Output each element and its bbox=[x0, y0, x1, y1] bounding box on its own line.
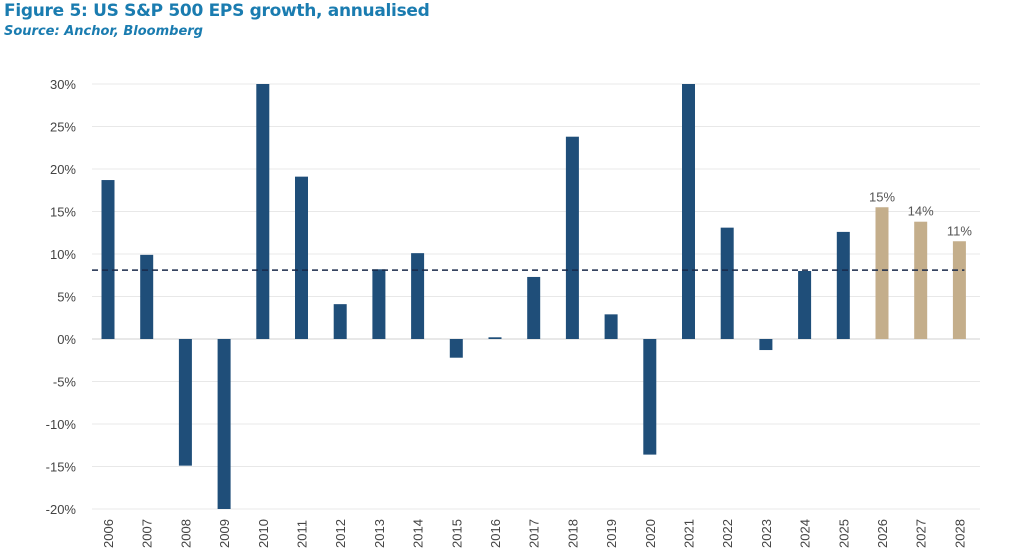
bar-2008 bbox=[178, 339, 192, 466]
bar-2020 bbox=[643, 339, 657, 455]
y-tick-label: 15% bbox=[50, 205, 76, 220]
chart-subtitle: Source: Anchor, Bloomberg bbox=[4, 24, 203, 39]
bar-2011 bbox=[295, 176, 308, 339]
x-tick-label: 2012 bbox=[333, 519, 348, 548]
bar-2021 bbox=[682, 84, 695, 339]
x-tick-label: 2022 bbox=[720, 519, 735, 548]
bar-2024 bbox=[798, 271, 812, 339]
bar-2010 bbox=[256, 84, 270, 339]
y-tick-label: -20% bbox=[46, 502, 77, 517]
y-tick-label: 5% bbox=[57, 290, 76, 305]
bar-2027 bbox=[914, 221, 928, 339]
bar-2023 bbox=[759, 339, 773, 351]
bar-2022 bbox=[720, 227, 734, 339]
y-tick-label: 20% bbox=[50, 162, 76, 177]
bar-2013 bbox=[372, 269, 386, 339]
x-tick-label: 2006 bbox=[101, 519, 116, 548]
x-tick-label: 2014 bbox=[411, 519, 426, 548]
bar-2006 bbox=[101, 180, 115, 339]
bar-2018 bbox=[565, 136, 579, 339]
y-tick-label: 25% bbox=[50, 120, 76, 135]
bar-2015 bbox=[449, 339, 463, 358]
x-tick-label: 2020 bbox=[643, 519, 658, 548]
x-tick-label: 2018 bbox=[565, 519, 580, 548]
bar-2017 bbox=[527, 276, 541, 339]
y-tick-label: -15% bbox=[46, 460, 77, 475]
x-tick-label: 2010 bbox=[256, 519, 271, 548]
y-tick-label: 10% bbox=[50, 247, 76, 262]
bar-2028 bbox=[952, 241, 966, 339]
x-tick-label: 2009 bbox=[217, 519, 232, 548]
chart-title: Figure 5: US S&P 500 EPS growth, annuali… bbox=[4, 1, 430, 21]
y-tick-label: -5% bbox=[53, 375, 77, 390]
x-tick-label: 2015 bbox=[449, 519, 464, 548]
x-tick-label: 2013 bbox=[372, 519, 387, 548]
y-tick-label: -10% bbox=[46, 417, 77, 432]
data-label: 11% bbox=[947, 223, 972, 238]
x-tick-label: 2017 bbox=[527, 519, 542, 548]
data-label: 15% bbox=[869, 189, 895, 204]
bar-2025 bbox=[836, 231, 850, 339]
x-tick-label: 2024 bbox=[798, 519, 813, 548]
data-label: 14% bbox=[908, 204, 934, 219]
x-tick-label: 2021 bbox=[682, 519, 697, 548]
y-tick-label: 30% bbox=[50, 77, 76, 92]
x-tick-label: 2007 bbox=[140, 519, 155, 548]
bar-2009 bbox=[217, 339, 231, 509]
bar-2016 bbox=[488, 337, 502, 339]
x-tick-label: 2025 bbox=[836, 519, 851, 548]
x-tick-label: 2027 bbox=[914, 519, 929, 548]
bar-2026 bbox=[875, 207, 889, 339]
y-tick-label: 0% bbox=[57, 332, 76, 347]
x-tick-label: 2008 bbox=[178, 519, 193, 548]
bar-2012 bbox=[333, 304, 347, 339]
x-tick-label: 2026 bbox=[875, 519, 890, 548]
x-tick-label: 2011 bbox=[295, 520, 310, 548]
x-tick-label: 2028 bbox=[952, 519, 967, 548]
x-tick-label: 2023 bbox=[759, 519, 774, 548]
bar-2019 bbox=[604, 314, 618, 339]
bar-2014 bbox=[411, 253, 425, 339]
x-tick-label: 2019 bbox=[604, 519, 619, 548]
bar-2007 bbox=[140, 254, 154, 339]
x-tick-label: 2016 bbox=[488, 519, 503, 548]
